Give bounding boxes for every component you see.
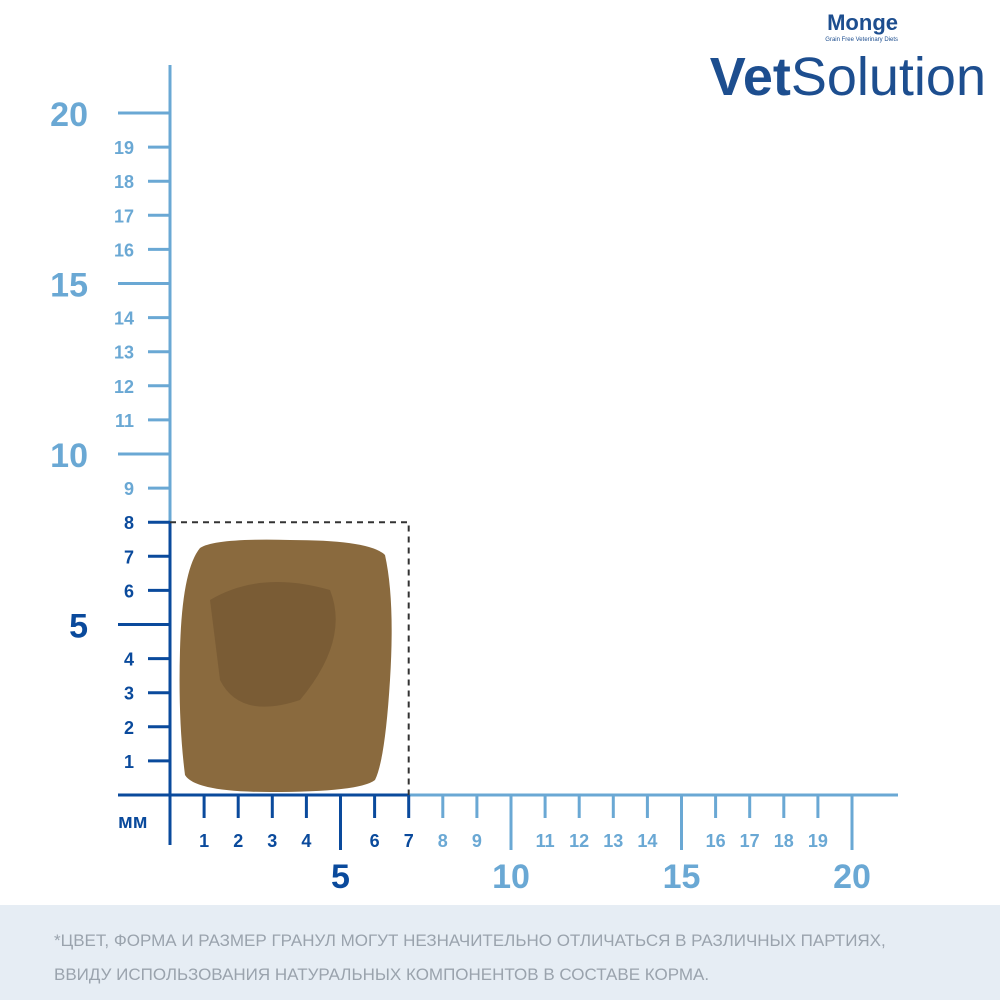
y-major-label: 10	[50, 437, 88, 475]
x-tick-label: 12	[569, 831, 589, 851]
x-tick-label: 14	[637, 831, 657, 851]
product-bold: Vet	[710, 47, 791, 107]
x-tick-label: 8	[438, 831, 448, 851]
footer-band	[0, 905, 1000, 1000]
kibble-texture	[210, 582, 336, 707]
y-tick-label: 3	[124, 684, 134, 704]
x-major-label: 15	[663, 858, 701, 896]
y-tick-label: 19	[114, 138, 134, 158]
footnote-line: *ЦВЕТ, ФОРМА И РАЗМЕР ГРАНУЛ МОГУТ НЕЗНА…	[54, 931, 886, 950]
unit-label: мм	[118, 811, 148, 833]
y-tick-label: 2	[124, 718, 134, 738]
y-tick-label: 17	[114, 206, 134, 226]
y-tick-label: 4	[124, 650, 134, 670]
x-major-label: 20	[833, 858, 871, 896]
size-box	[170, 521, 410, 795]
x-tick-label: 1	[199, 831, 209, 851]
y-major-label: 15	[50, 267, 88, 305]
x-tick-label: 9	[472, 831, 482, 851]
x-tick-label: 2	[233, 831, 243, 851]
x-major-label: 10	[492, 858, 530, 896]
x-tick-label: 11	[536, 831, 555, 851]
y-tick-label: 1	[124, 752, 134, 772]
product-light: Solution	[791, 47, 986, 107]
brand-tagline: Grain Free Veterinary Diets	[825, 37, 898, 43]
y-tick-label: 11	[115, 411, 134, 431]
footnote-line: ВВИДУ ИСПОЛЬЗОВАНИЯ НАТУРАЛЬНЫХ КОМПОНЕН…	[54, 965, 709, 984]
x-tick-label: 19	[808, 831, 828, 851]
x-tick-label: 18	[774, 831, 794, 851]
y-tick-label: 7	[124, 547, 134, 567]
y-tick-label: 12	[114, 377, 134, 397]
y-tick-label: 9	[124, 479, 134, 499]
x-tick-label: 6	[370, 831, 380, 851]
x-tick-label: 17	[740, 831, 760, 851]
x-major-label: 5	[331, 858, 350, 896]
x-tick-label: 4	[301, 831, 311, 851]
x-tick-label: 13	[603, 831, 623, 851]
y-tick-label: 18	[114, 172, 134, 192]
y-tick-label: 14	[114, 309, 134, 329]
x-tick-label: 16	[706, 831, 726, 851]
y-tick-label: 8	[124, 513, 134, 533]
product-name: VetSolution	[710, 47, 986, 107]
y-tick-label: 16	[114, 240, 134, 260]
x-tick-label: 3	[267, 831, 277, 851]
y-tick-label: 6	[124, 581, 134, 601]
y-tick-label: 13	[114, 343, 134, 363]
y-major-label: 5	[69, 608, 88, 646]
y-major-label: 20	[50, 96, 88, 134]
x-tick-label: 7	[404, 831, 414, 851]
brand-name: Monge	[827, 10, 898, 35]
